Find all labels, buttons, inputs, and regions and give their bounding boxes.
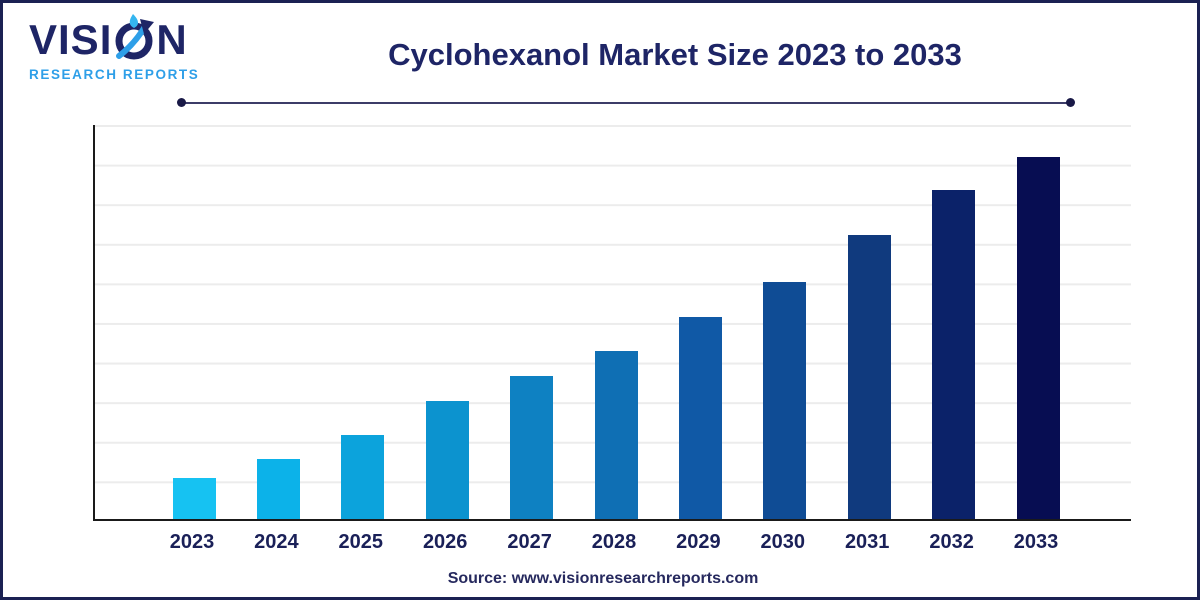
x-axis-label-2027: 2027 bbox=[507, 531, 552, 553]
divider-dot-right bbox=[1066, 98, 1075, 107]
vision-research-reports-logo: VISI N RESEARCH REPORTS bbox=[29, 14, 219, 82]
bar-2029 bbox=[678, 316, 722, 519]
logo-swoosh-o-icon bbox=[115, 14, 155, 60]
x-axis-label-2033: 2033 bbox=[1013, 531, 1059, 553]
bar-2028 bbox=[594, 351, 638, 519]
bar-2030 bbox=[763, 281, 807, 519]
x-axis-label-2024: 2024 bbox=[254, 531, 299, 553]
bar-2031 bbox=[847, 234, 891, 519]
x-axis-label-2030: 2030 bbox=[760, 531, 806, 553]
x-axis-label-2026: 2026 bbox=[422, 531, 468, 553]
x-axis-label-2032: 2032 bbox=[929, 531, 974, 553]
x-axis-label-2025: 2025 bbox=[338, 531, 384, 553]
x-axis-label-2028: 2028 bbox=[591, 531, 637, 553]
x-axis-label-2029: 2029 bbox=[676, 531, 721, 553]
bar-2024 bbox=[256, 459, 300, 519]
logo-wordmark: VISI N bbox=[29, 14, 219, 65]
divider-dot-left bbox=[177, 98, 186, 107]
bar-2033 bbox=[1016, 156, 1060, 519]
bar-2027 bbox=[510, 375, 554, 519]
bar-2025 bbox=[341, 435, 385, 519]
source-attribution: Source: www.visionresearchreports.com bbox=[447, 570, 759, 587]
bar-chart-plot-area bbox=[93, 125, 1131, 521]
logo-text-left: VISI bbox=[29, 16, 113, 63]
bar-2032 bbox=[932, 190, 976, 519]
bar-2023 bbox=[172, 478, 216, 519]
bar-2026 bbox=[425, 401, 469, 519]
chart-title: Cyclohexanol Market Size 2023 to 2033 bbox=[388, 37, 962, 72]
x-axis-labels: 2023 2024 2025 2026 2027 2028 2029 2030 2031 2032… bbox=[93, 531, 1131, 559]
logo-tagline: RESEARCH REPORTS bbox=[29, 67, 200, 82]
x-axis-label-2031: 2031 bbox=[844, 531, 890, 553]
title-divider-line bbox=[181, 102, 1071, 104]
logo-text-right: N bbox=[156, 16, 188, 63]
x-axis-label-2023: 2023 bbox=[169, 531, 215, 553]
